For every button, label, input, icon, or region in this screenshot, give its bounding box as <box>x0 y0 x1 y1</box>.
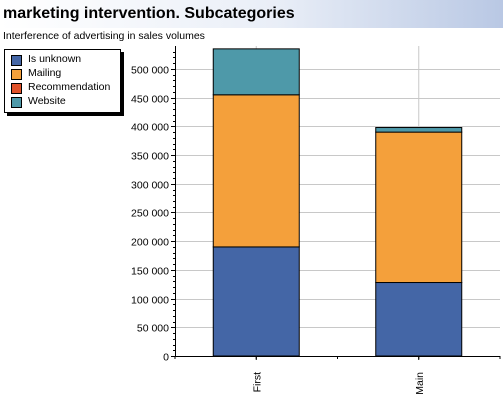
legend-swatch-website <box>11 97 22 108</box>
y-tick-label: 400 000 <box>131 122 169 134</box>
y-tick-label: 100 000 <box>131 295 169 307</box>
legend-label-is-unknown: Is unknown <box>28 53 82 65</box>
y-tick-label: 300 000 <box>131 180 169 192</box>
y-tick-label: 150 000 <box>131 266 169 278</box>
y-tick-label: 50 000 <box>137 323 169 335</box>
chart-title: marketing intervention. Subcategories <box>3 5 295 22</box>
bar-main-website <box>375 127 463 133</box>
x-tick-label-first: First <box>251 372 263 392</box>
y-tick-label: 250 000 <box>131 208 169 220</box>
legend-label-website: Website <box>28 95 66 107</box>
legend-swatch-is-unknown <box>11 55 22 66</box>
y-tick-label: 0 <box>163 352 169 364</box>
legend-label-recommendation: Recommendation <box>28 81 111 93</box>
y-tick-label: 350 000 <box>131 151 169 163</box>
legend: Is unknown Mailing Recommendation Websit… <box>4 49 121 113</box>
bar-main-mailing <box>375 131 463 284</box>
x-tick-label-main: Main <box>414 372 426 395</box>
chart-subtitle: Interference of advertising in sales vol… <box>3 30 205 42</box>
legend-label-mailing: Mailing <box>28 67 62 79</box>
y-tick-label: 500 000 <box>131 65 169 77</box>
bar-main-is-unknown <box>375 282 463 357</box>
legend-swatch-mailing <box>11 69 22 80</box>
y-tick-label: 450 000 <box>131 94 169 106</box>
bar-first-is-unknown <box>212 246 300 357</box>
title-bar: marketing intervention. Subcategories <box>0 0 503 28</box>
bar-first-website <box>212 48 300 96</box>
bar-first-mailing <box>212 94 300 248</box>
legend-swatch-recommendation <box>11 83 22 94</box>
y-tick-label: 200 000 <box>131 237 169 249</box>
